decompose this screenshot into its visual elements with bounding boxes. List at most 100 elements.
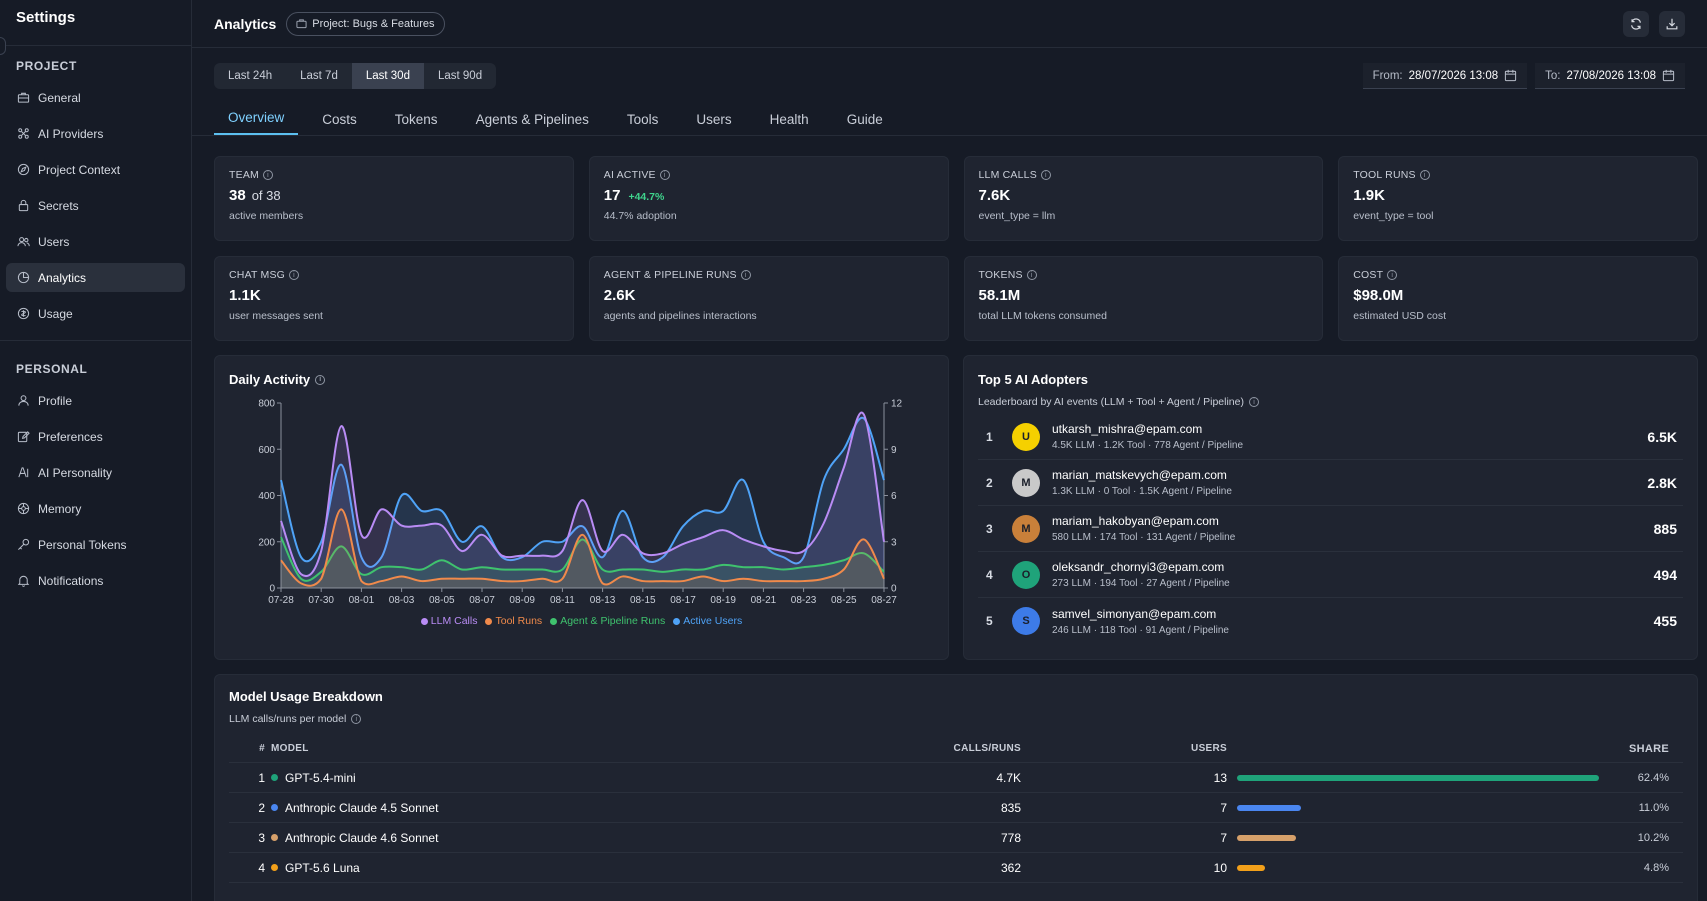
- x-tick-label: 07-30: [308, 595, 334, 606]
- tab-costs[interactable]: Costs: [322, 112, 357, 127]
- sidebar-item-users[interactable]: Users: [6, 227, 185, 256]
- table-row[interactable]: 2 Anthropic Claude 4.5 Sonnet 835 7 11.0%: [229, 793, 1683, 823]
- col-users[interactable]: USERS: [1191, 743, 1227, 754]
- info-icon[interactable]: i: [740, 270, 751, 280]
- model-color-dot: [271, 834, 278, 841]
- legend-item-agent-pipeline-runs[interactable]: Agent & Pipeline Runs: [550, 615, 665, 627]
- legend-label: Active Users: [683, 615, 743, 627]
- series-line-llm-calls: [280, 411, 885, 578]
- tab-guide[interactable]: Guide: [846, 112, 883, 127]
- kpi-label: TOKENS i: [979, 269, 1309, 281]
- tab-tools[interactable]: Tools: [626, 112, 659, 127]
- user-icon: [16, 394, 30, 408]
- share-bar-fill: [1237, 774, 1599, 781]
- project-chip[interactable]: Project: Bugs & Features: [286, 11, 445, 36]
- sidebar-item-ai-providers[interactable]: AI Providers: [6, 119, 185, 148]
- kpi-card-agent-pipeline-runs: AGENT & PIPELINE RUNS i 2.6K agents and pip…: [588, 256, 949, 341]
- table-row[interactable]: 4 GPT-5.6 Luna 362 10 4.8%: [229, 853, 1683, 883]
- col-calls[interactable]: CALLS/RUNS: [953, 743, 1021, 754]
- kpi-label-text: AI ACTIVE: [603, 169, 656, 181]
- memory-icon: [16, 502, 30, 516]
- info-icon[interactable]: i: [1248, 397, 1259, 407]
- sidebar-item-personal-tokens[interactable]: Personal Tokens: [6, 530, 185, 559]
- sidebar-item-project-context[interactable]: Project Context: [6, 155, 185, 184]
- kpi-label: TEAM i: [229, 169, 559, 181]
- info-icon[interactable]: i: [351, 714, 362, 724]
- range-button-last-7d[interactable]: Last 7d: [300, 70, 338, 82]
- sidebar-item-notifications[interactable]: Notifications: [6, 566, 185, 595]
- kpi-value-row: 1.1K: [229, 287, 559, 304]
- sidebar-item-label: Analytics: [38, 270, 87, 285]
- from-date-field[interactable]: From: 28/07/2026 13:08: [1362, 63, 1528, 89]
- col-share[interactable]: SHARE: [1628, 742, 1669, 755]
- kpi-cards: TEAM i 38 of 38 active members AI ACTIVE i 17 +4…: [192, 136, 1707, 341]
- tab-agents-pipelines[interactable]: Agents & Pipelines: [475, 112, 589, 127]
- info-icon[interactable]: i: [262, 170, 273, 180]
- tab-users[interactable]: Users: [696, 112, 732, 127]
- download-button[interactable]: [1659, 10, 1685, 37]
- series-area-active-users: [281, 417, 884, 588]
- share-bar-fill: [1237, 834, 1297, 841]
- info-icon[interactable]: i: [1026, 270, 1037, 280]
- model-usage-panel: Model Usage Breakdown LLM calls/runs per…: [214, 674, 1698, 901]
- legend-item-llm-calls[interactable]: LLM Calls: [420, 615, 477, 627]
- legend-item-tool-runs[interactable]: Tool Runs: [485, 615, 542, 627]
- range-button-last-30d[interactable]: Last 30d: [351, 63, 424, 89]
- info-icon[interactable]: i: [659, 170, 670, 180]
- daily-activity-title-text: Daily Activity: [229, 372, 311, 387]
- range-button-last-24h[interactable]: Last 24h: [228, 70, 273, 82]
- providers-icon: [16, 127, 30, 141]
- kpi-value: 58.1M: [978, 287, 1021, 304]
- adopter-rank: 5: [986, 614, 993, 628]
- table-row[interactable]: 1 GPT-5.4-mini 4.7K 13 62.4%: [229, 763, 1683, 793]
- info-icon[interactable]: i: [1040, 170, 1051, 180]
- info-icon[interactable]: i: [315, 374, 326, 385]
- avatar: U: [1012, 422, 1040, 451]
- col-model[interactable]: MODEL: [271, 743, 309, 754]
- bell-icon: [16, 574, 30, 588]
- legend-item-active-users[interactable]: Active Users: [673, 615, 742, 627]
- refresh-button[interactable]: [1623, 10, 1649, 37]
- personal-section-label: PERSONAL: [16, 362, 88, 376]
- kpi-value-row: 7.6K: [979, 187, 1309, 204]
- range-button-last-90d[interactable]: Last 90d: [437, 70, 483, 82]
- to-date-field[interactable]: To: 27/08/2026 13:08: [1535, 63, 1685, 89]
- sidebar-item-label: Secrets: [38, 198, 79, 213]
- sidebar-item-profile[interactable]: Profile: [6, 386, 185, 415]
- tab-overview[interactable]: Overview: [214, 110, 299, 135]
- analytics-icon: [16, 271, 30, 285]
- avatar-initial: U: [1022, 430, 1030, 443]
- sidebar-item-ai-personality[interactable]: AI Personality: [6, 458, 185, 487]
- adopter-rank: 4: [986, 567, 993, 582]
- y-tick-label-left: 0: [269, 584, 275, 595]
- x-tick-label: 08-11: [550, 595, 575, 606]
- info-icon[interactable]: i: [289, 270, 300, 280]
- sidebar-item-analytics[interactable]: Analytics: [6, 263, 185, 292]
- from-label: From:: [1372, 69, 1403, 82]
- adopter-email: utkarsh_mishra@epam.com: [1052, 422, 1203, 436]
- tab-tokens[interactable]: Tokens: [394, 112, 438, 127]
- sidebar-item-memory[interactable]: Memory: [6, 494, 185, 523]
- users-icon: [16, 235, 30, 249]
- y-tick-label-right: 12: [891, 399, 903, 410]
- info-icon[interactable]: i: [1419, 170, 1430, 180]
- kpi-value-row: 38 of 38: [229, 187, 559, 204]
- y-tick-label-left: 600: [258, 445, 275, 456]
- info-icon[interactable]: i: [1387, 270, 1398, 280]
- model-color-dot: [271, 804, 278, 811]
- kpi-value-row: 2.6K: [604, 287, 934, 304]
- legend-label: Tool Runs: [495, 615, 543, 627]
- sidebar-item-preferences[interactable]: Preferences: [6, 422, 185, 451]
- sidebar-item-general[interactable]: General: [6, 83, 185, 112]
- sidebar-item-usage[interactable]: Usage: [6, 299, 185, 328]
- tab-health[interactable]: Health: [769, 112, 809, 127]
- table-row[interactable]: 3 Anthropic Claude 4.6 Sonnet 778 7 10.2%: [229, 823, 1683, 853]
- y-tick-label-right: 6: [891, 491, 897, 502]
- sidebar-item-secrets[interactable]: Secrets: [6, 191, 185, 220]
- kpi-subtext: total LLM tokens consumed: [978, 310, 1107, 322]
